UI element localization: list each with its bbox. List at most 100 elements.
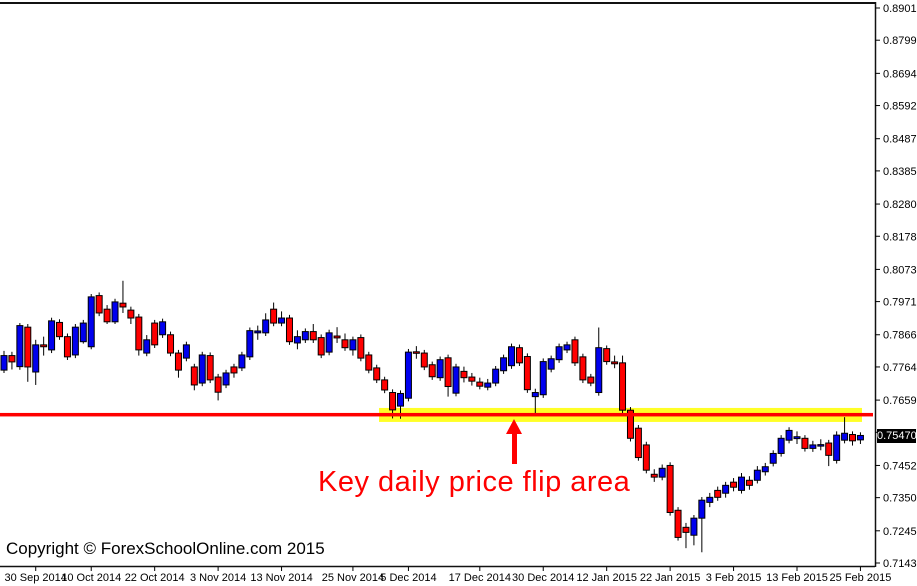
candle-body [206,355,214,381]
candle-body [341,339,349,349]
y-axis-label: 0.89010 [883,3,917,15]
candle-body [309,331,317,341]
y-axis-label: 0.77640 [883,362,917,374]
candle-body [190,366,198,386]
y-axis-label: 0.83850 [883,166,917,178]
candle-body [793,436,801,440]
candle-body [515,347,523,364]
candle-body [737,476,745,491]
candle-body [444,357,452,388]
y-axis-label: 0.81780 [883,231,917,243]
candle-body [151,322,159,346]
candle-body [397,392,404,407]
y-axis-label: 0.86940 [883,68,917,80]
price-scale-labels: 0.89010 0.87990 0.86940 0.85920 0.84870 0.838… [875,3,917,570]
arrow-shaft [511,433,517,464]
candle-body [563,344,571,351]
x-axis-label: 12 Jan 2015 [576,572,637,584]
x-axis-label: 25 Feb 2015 [830,572,892,584]
candle-body [103,308,111,323]
y-axis-label: 0.79710 [883,297,917,309]
candle-body [595,347,603,394]
candle-body [198,354,206,384]
candle-body [658,467,666,478]
candle-body [8,355,16,363]
candle-body [56,321,64,338]
candle-body [333,335,341,339]
candle-body [753,469,761,481]
candle-body [174,352,182,371]
x-axis-label: 13 Nov 2014 [250,572,312,584]
candle-body [143,339,151,354]
candle-body [238,354,246,369]
candle-body [436,359,444,379]
candle-body [682,526,690,533]
candle-body [492,368,500,384]
candle-body [222,372,230,386]
y-axis-label: 0.76590 [883,395,917,407]
candle-body [127,309,135,319]
candle-body [531,392,539,398]
candle-body [761,466,769,473]
candle-body [468,376,476,382]
price-scale[interactable] [876,0,917,567]
candle-body [460,370,468,379]
key-level-annotation: Key daily price flip area [318,466,631,498]
candle-body [230,366,238,374]
candle-body [270,308,278,324]
x-axis-label: 5 Dec 2014 [380,572,436,584]
candle-body [730,481,738,488]
candle-body [849,434,857,442]
y-axis-label: 0.72450 [883,526,917,538]
candle-body [16,325,24,368]
candle-body [856,434,864,441]
time-scale[interactable] [0,567,875,586]
candle-body [619,362,627,411]
candle-body [135,316,143,351]
candle-body [722,484,730,494]
candle-body [0,355,8,371]
candle-body [325,332,333,353]
candle-body [539,361,547,396]
y-axis-label: 0.87990 [883,35,917,47]
candle-body [817,444,825,447]
candle-body [841,432,849,441]
candle-body [833,434,841,461]
candle-body [508,346,516,367]
candle-body [484,382,492,388]
candle-body [317,337,325,356]
candle-body [111,301,119,323]
key-level-line [0,412,873,417]
candle-body [571,339,579,364]
candle-body [48,320,56,351]
y-axis-label: 0.82800 [883,199,917,211]
candle-body [412,351,420,354]
candle-body [690,517,698,536]
candle-body [642,444,650,471]
candle-body [745,479,753,486]
candle-body [801,437,809,449]
candle-body [523,356,531,391]
x-axis-label: 30 Sep 2014 [5,572,67,584]
key-level-line-group [0,412,873,417]
candle-body [24,326,32,368]
candle-body [365,354,373,371]
candle-body [825,442,833,456]
candle-body [452,366,460,394]
candle-body [769,452,777,464]
y-axis-label: 0.73500 [883,493,917,505]
x-axis-label: 25 Nov 2014 [322,572,384,584]
x-axis-label: 3 Feb 2015 [706,572,762,584]
candle-body [706,496,714,503]
candle-body [167,334,175,354]
candle-body [428,364,436,378]
y-axis-label: 0.71430 [883,558,917,570]
candle-body [159,321,167,336]
candle-body [389,392,397,411]
candle-body [285,317,293,343]
y-axis-label: 0.84870 [883,134,917,146]
candle-body [293,336,301,344]
candle-body [420,352,428,368]
